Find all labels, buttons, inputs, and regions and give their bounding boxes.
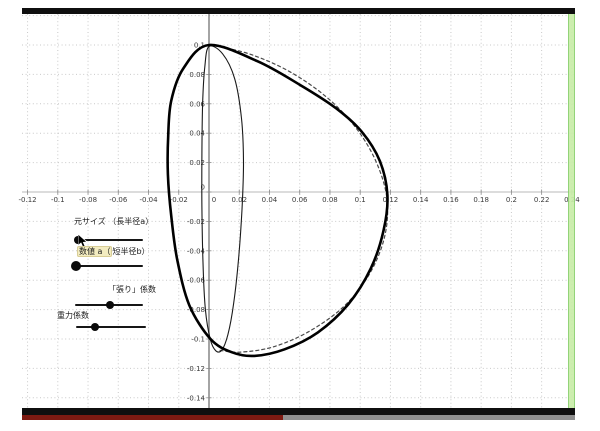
slider-b-label-highlight: 数値 a（ bbox=[77, 246, 113, 257]
svg-text:0.08: 0.08 bbox=[322, 196, 338, 204]
svg-text:-0.08: -0.08 bbox=[187, 306, 205, 314]
svg-text:-0.02: -0.02 bbox=[187, 218, 205, 226]
svg-text:-0.02: -0.02 bbox=[170, 196, 188, 204]
svg-text:0.06: 0.06 bbox=[189, 100, 205, 108]
slider-size-label: 元サイズ （長半径a） bbox=[74, 217, 154, 226]
video-progress-bar[interactable] bbox=[22, 415, 575, 420]
svg-text:0.06: 0.06 bbox=[292, 196, 308, 204]
svg-text:-0.14: -0.14 bbox=[187, 394, 206, 402]
slider-b-track[interactable] bbox=[75, 265, 143, 267]
svg-text:-0.08: -0.08 bbox=[79, 196, 97, 204]
slider-tension-label: 「張り」係数 bbox=[108, 285, 156, 294]
svg-text:0.04: 0.04 bbox=[262, 196, 278, 204]
svg-text:-0.12: -0.12 bbox=[18, 196, 36, 204]
plot-background bbox=[22, 14, 575, 408]
slider-tension[interactable] bbox=[75, 300, 143, 310]
slider-gravity-track[interactable] bbox=[76, 326, 146, 328]
svg-text:0.14: 0.14 bbox=[413, 196, 429, 204]
svg-text:0.04: 0.04 bbox=[189, 130, 205, 138]
slider-size-track[interactable] bbox=[76, 239, 143, 241]
plot-right-green-strip bbox=[568, 14, 575, 408]
svg-text:-0.06: -0.06 bbox=[109, 196, 128, 204]
svg-text:-0.04: -0.04 bbox=[139, 196, 158, 204]
video-top-bar bbox=[22, 8, 575, 14]
svg-text:0.1: 0.1 bbox=[194, 42, 205, 50]
egg-curve-solid-thick[interactable] bbox=[166, 43, 389, 358]
svg-text:0.22: 0.22 bbox=[534, 196, 550, 204]
svg-text:0: 0 bbox=[212, 196, 216, 204]
video-progress-fill bbox=[22, 415, 284, 420]
svg-text:-0.1: -0.1 bbox=[51, 196, 65, 204]
inner-curve-thin[interactable] bbox=[201, 45, 245, 353]
slider-gravity-label: 重力係数 bbox=[57, 311, 89, 320]
slider-b-label-rest: 短半径b） bbox=[112, 247, 150, 256]
svg-text:-0.06: -0.06 bbox=[187, 277, 206, 285]
svg-text:-0.1: -0.1 bbox=[191, 336, 205, 344]
slider-b[interactable] bbox=[71, 261, 143, 271]
slider-size[interactable] bbox=[74, 235, 143, 245]
curves bbox=[166, 43, 389, 358]
slider-tension-knob[interactable] bbox=[106, 301, 115, 309]
slider-b-label: 数値 a（ 短半径b） bbox=[77, 246, 150, 257]
slider-size-knob[interactable] bbox=[74, 236, 83, 244]
svg-text:0.16: 0.16 bbox=[443, 196, 459, 204]
slider-b-knob[interactable] bbox=[71, 261, 82, 271]
svg-text:0.1: 0.1 bbox=[355, 196, 366, 204]
slider-gravity[interactable] bbox=[76, 322, 146, 332]
svg-text:0.12: 0.12 bbox=[383, 196, 399, 204]
slider-gravity-knob[interactable] bbox=[90, 323, 99, 331]
svg-text:-0.12: -0.12 bbox=[187, 365, 205, 373]
svg-text:0.02: 0.02 bbox=[231, 196, 247, 204]
egg-curve-dashed[interactable] bbox=[214, 45, 389, 353]
svg-text:0: 0 bbox=[201, 184, 205, 192]
svg-text:-0.04: -0.04 bbox=[187, 247, 206, 255]
svg-text:0.2: 0.2 bbox=[506, 196, 517, 204]
svg-text:0.08: 0.08 bbox=[189, 71, 205, 79]
svg-text:0.18: 0.18 bbox=[473, 196, 489, 204]
svg-text:0.02: 0.02 bbox=[189, 159, 205, 167]
video-bottom-bar bbox=[22, 408, 575, 415]
